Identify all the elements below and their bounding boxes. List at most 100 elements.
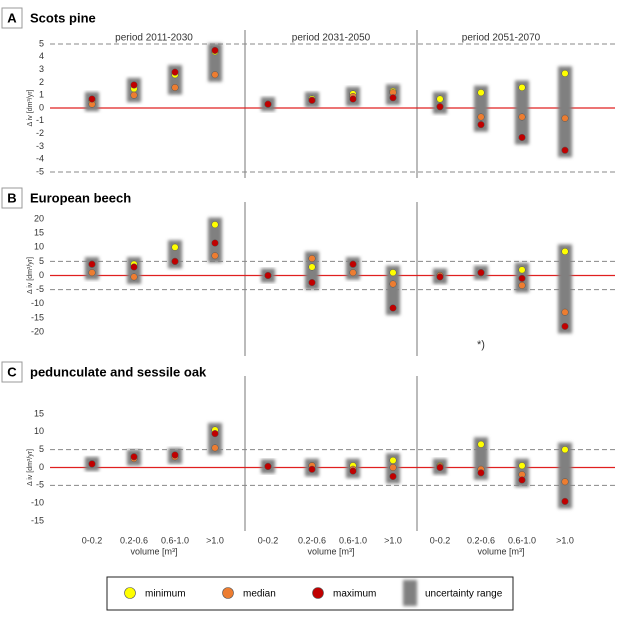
y-tick-label: -10 <box>31 498 44 508</box>
data-point <box>88 460 96 468</box>
data-point <box>477 89 485 97</box>
x-tick-label: >1.0 <box>206 535 224 545</box>
x-tick-label: >1.0 <box>384 535 402 545</box>
uncertainty-range <box>515 80 529 145</box>
data-point <box>349 467 357 475</box>
panel-letter: A <box>7 10 17 25</box>
legend-label: maximum <box>333 589 376 600</box>
x-tick-label: 0-0.2 <box>258 535 279 545</box>
y-tick-label: 4 <box>39 51 44 61</box>
y-axis-label: Δ iv [dm³/yr] <box>27 89 34 126</box>
uncertainty-range <box>433 92 447 114</box>
data-point <box>561 308 569 316</box>
data-point <box>308 263 316 271</box>
legend-label: uncertainty range <box>425 589 503 600</box>
panel-title: European beech <box>30 190 131 205</box>
data-point <box>211 46 219 54</box>
panel-letter: C <box>7 364 17 379</box>
legend-swatch <box>222 587 234 599</box>
data-point <box>518 83 526 92</box>
y-tick-label: -2 <box>36 128 44 138</box>
y-tick-label: 2 <box>39 77 44 87</box>
data-point <box>561 114 569 122</box>
panel-letter-box <box>1 187 23 209</box>
data-point <box>171 68 179 76</box>
data-point <box>518 476 526 484</box>
uncertainty-range <box>85 257 99 280</box>
x-tick-label: 0-0.2 <box>430 535 451 545</box>
data-point <box>349 260 357 268</box>
data-point <box>264 462 272 470</box>
y-tick-label: 5 <box>39 256 44 266</box>
data-point <box>171 257 179 265</box>
x-tick-label: 0.6-1.0 <box>161 535 189 545</box>
data-point <box>561 478 569 486</box>
data-point <box>436 273 444 281</box>
y-tick-label: -4 <box>36 154 44 164</box>
y-tick-label: -5 <box>36 284 44 294</box>
uncertainty-range <box>558 244 572 334</box>
data-point <box>211 430 219 438</box>
data-point <box>349 269 357 277</box>
data-point <box>436 95 444 103</box>
data-point <box>171 243 179 251</box>
x-tick-label: 0-0.2 <box>82 535 103 545</box>
data-point <box>308 96 316 104</box>
data-point <box>561 322 569 330</box>
data-point <box>130 91 138 99</box>
panel-title: pedunculate and sessile oak <box>30 364 207 379</box>
data-point <box>211 221 219 229</box>
uncertainty-range <box>208 43 222 82</box>
y-axis-label: Δ iv [dm³/yr] <box>27 257 34 294</box>
data-point <box>477 121 485 129</box>
x-tick-label: 0.2-0.6 <box>467 535 495 545</box>
data-point <box>211 239 219 247</box>
data-point <box>561 69 569 77</box>
y-tick-label: -5 <box>36 480 44 490</box>
data-point <box>88 95 96 103</box>
x-axis-label: volume [m³] <box>130 546 177 556</box>
annotation: *) <box>477 339 485 351</box>
data-point <box>389 280 397 288</box>
data-point <box>389 269 397 277</box>
y-tick-label: 0 <box>39 462 44 472</box>
x-axis-label: volume [m³] <box>477 546 524 556</box>
y-tick-label: -3 <box>36 141 44 151</box>
y-tick-label: -1 <box>36 115 44 125</box>
panel-letter: B <box>7 190 16 205</box>
data-point <box>389 304 397 312</box>
data-point <box>389 463 397 472</box>
x-tick-label: >1.0 <box>556 535 574 545</box>
uncertainty-range <box>386 265 400 315</box>
data-point <box>477 469 485 477</box>
data-point <box>561 146 569 154</box>
y-tick-label: 15 <box>34 228 44 238</box>
y-tick-label: 10 <box>34 242 44 252</box>
data-point <box>436 103 444 111</box>
y-axis-label: Δ iv [dm³/yr] <box>27 449 34 486</box>
data-point <box>211 444 219 452</box>
data-point <box>436 463 444 472</box>
y-tick-label: -15 <box>31 312 44 322</box>
x-axis-label: volume [m³] <box>307 546 354 556</box>
data-point <box>561 446 569 454</box>
period-label: period 2051-2070 <box>462 33 541 44</box>
data-point <box>308 465 316 473</box>
period-label: period 2031-2050 <box>292 33 371 44</box>
data-point <box>389 94 397 102</box>
data-point <box>171 83 179 92</box>
legend-swatch <box>124 587 136 599</box>
panel-title: Scots pine <box>30 10 96 25</box>
data-point <box>518 281 526 289</box>
uncertainty-range <box>474 85 488 132</box>
data-point <box>561 247 569 256</box>
data-point <box>88 269 96 277</box>
y-tick-label: 5 <box>39 444 44 454</box>
y-tick-label: 5 <box>39 38 44 48</box>
data-point <box>518 266 526 274</box>
data-point <box>308 254 316 263</box>
y-tick-label: -5 <box>36 166 44 176</box>
y-tick-label: -20 <box>31 326 44 336</box>
x-tick-label: 0.2-0.6 <box>120 535 148 545</box>
